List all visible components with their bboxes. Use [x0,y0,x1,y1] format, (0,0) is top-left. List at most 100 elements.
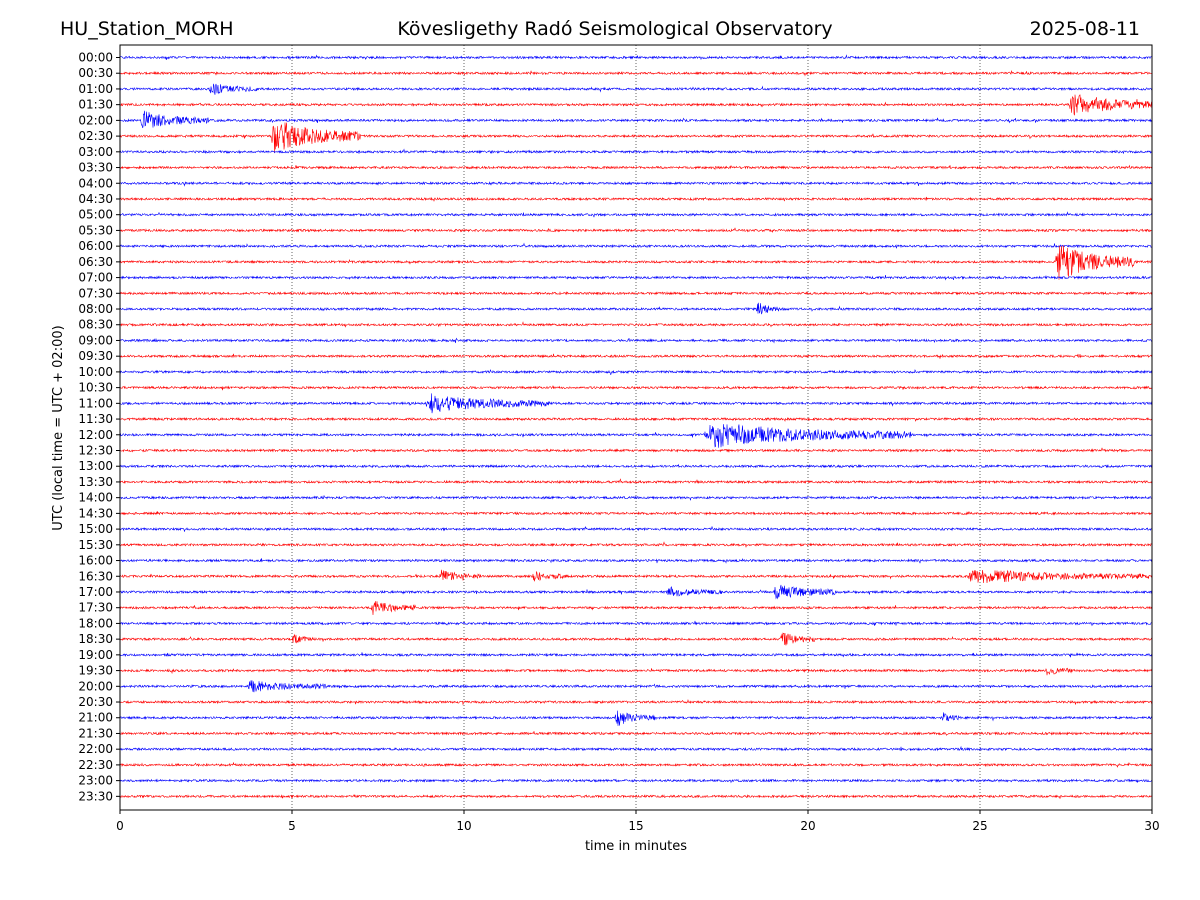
trace-2200 [119,745,1153,752]
trace-0030 [119,69,1153,77]
y-tick-label: 15:30 [78,538,113,552]
x-tick-label: 30 [1144,819,1159,833]
y-tick-label: 01:00 [78,82,113,96]
y-tick-label: 00:30 [78,66,113,80]
x-tick-label: 10 [456,819,471,833]
x-axis-label: time in minutes [585,839,687,854]
y-tick-label: 04:30 [78,192,113,206]
trace-1000 [119,369,1153,375]
y-tick-label: 09:00 [78,333,113,347]
y-tick-label: 01:30 [78,98,113,112]
y-tick-label: 00:00 [78,51,113,65]
trace-0200 [119,110,1153,129]
y-tick-label: 19:30 [78,664,113,678]
station-title: HU_Station_MORH [60,18,234,40]
trace-1600 [119,558,1153,564]
y-tick-label: 07:30 [78,286,113,300]
y-tick-label: 07:00 [78,271,113,285]
y-tick-label: 21:00 [78,711,113,725]
trace-1730 [119,601,1153,616]
y-tick-label: 16:00 [78,554,113,568]
y-tick-label: 20:00 [78,679,113,693]
y-tick-label: 20:30 [78,695,113,709]
y-tick-label: 15:00 [78,522,113,536]
y-axis-label: UTC (local time = UTC + 02:00) [51,325,66,530]
trace-0800 [119,302,1153,315]
trace-0900 [119,337,1153,344]
y-tick-label: 18:00 [78,616,113,630]
seismogram-traces [119,54,1153,799]
trace-1300 [119,463,1153,469]
trace-1230 [119,447,1153,453]
trace-1700 [119,584,1153,600]
y-tick-label: 17:30 [78,601,113,615]
trace-1430 [119,510,1153,516]
y-tick-label: 16:30 [78,569,113,583]
trace-1200 [119,424,1153,448]
trace-2000 [119,680,1153,693]
y-tick-label: 03:30 [78,161,113,175]
y-tick-label: 22:30 [78,758,113,772]
trace-0730 [119,291,1153,296]
y-tick-label: 12:30 [78,444,113,458]
observatory-title: Kövesligethy Radó Seismological Observat… [397,18,832,40]
trace-0700 [119,274,1153,281]
trace-1530 [119,541,1153,548]
trace-1900 [119,652,1153,658]
y-tick-label: 18:30 [78,632,113,646]
trace-1030 [119,385,1153,391]
x-tick-label: 5 [288,819,296,833]
y-tick-label: 13:00 [78,459,113,473]
y-tick-label: 23:00 [78,774,113,788]
trace-1500 [119,526,1153,532]
y-tick-label: 10:30 [78,381,113,395]
trace-1930 [119,667,1153,676]
y-tick-label: 11:30 [78,412,113,426]
y-tick-label: 23:30 [78,789,113,803]
y-tick-label: 13:30 [78,475,113,489]
x-tick-label: 20 [800,819,815,833]
y-tick-label: 05:00 [78,208,113,222]
trace-1630 [119,569,1153,584]
y-tick-label: 11:00 [78,396,113,410]
trace-1400 [119,495,1153,501]
y-tick-label: 17:00 [78,585,113,599]
y-tick-label: 14:30 [78,506,113,520]
trace-0330 [119,164,1153,171]
trace-1330 [119,478,1153,485]
y-tick-label: 02:30 [78,129,113,143]
y-tick-label: 09:30 [78,349,113,363]
trace-1130 [119,416,1153,422]
y-tick-label: 12:00 [78,428,113,442]
x-tick-label: 25 [972,819,987,833]
trace-0300 [119,148,1153,155]
trace-2100 [119,710,1153,726]
y-tick-label: 14:00 [78,491,113,505]
trace-2300 [119,778,1153,784]
y-tick-label: 06:00 [78,239,113,253]
trace-0630 [119,245,1153,280]
y-tick-label: 10:00 [78,365,113,379]
trace-2130 [119,731,1153,736]
y-tick-label: 02:00 [78,113,113,127]
y-tick-label: 21:30 [78,726,113,740]
trace-0600 [119,242,1153,249]
y-tick-label: 08:00 [78,302,113,316]
trace-0230 [119,122,1153,153]
y-tick-label: 05:30 [78,223,113,237]
x-tick-label: 15 [628,819,643,833]
trace-0530 [119,227,1153,233]
trace-2230 [119,761,1153,768]
trace-0100 [119,83,1153,95]
y-tick-label: 03:00 [78,145,113,159]
trace-0500 [119,211,1153,218]
y-tick-label: 08:30 [78,318,113,332]
trace-0830 [119,321,1153,328]
trace-0400 [119,181,1153,187]
trace-0000 [119,54,1153,61]
x-tick-label: 0 [116,819,124,833]
trace-2330 [119,793,1153,799]
y-tick-label: 19:00 [78,648,113,662]
